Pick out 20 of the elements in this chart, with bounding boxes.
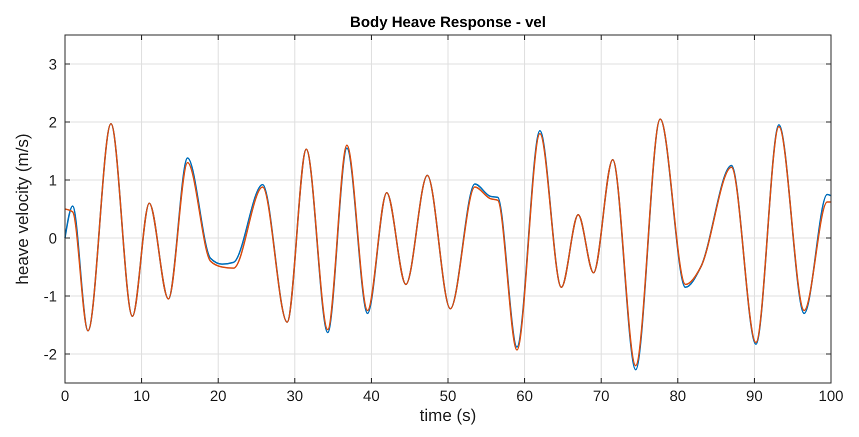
x-tick-label: 0 [60,388,70,405]
x-tick-label: 10 [133,388,150,405]
chart-title: Body Heave Response - vel [350,14,546,31]
y-tick-label: 0 [48,230,57,248]
x-tick-label: 40 [363,388,380,405]
x-tick-label: 20 [210,388,227,405]
x-tick-label: 60 [516,388,533,405]
y-tick-label: 3 [48,56,57,74]
x-tick-label: 30 [286,388,304,405]
x-tick-label: 90 [746,388,763,405]
x-tick-label: 70 [592,388,610,405]
y-tick-label: -2 [44,346,57,364]
y-axis-title: heave velocity (m/s) [13,133,32,285]
x-tick-label: 80 [669,388,686,405]
y-tick-label: 2 [48,114,57,132]
x-tick-label: 100 [818,388,844,405]
y-tick-label: -1 [44,288,57,306]
y-tick-label: 1 [48,172,57,190]
x-tick-label: 50 [440,388,456,405]
x-axis-title: time (s) [420,406,476,425]
